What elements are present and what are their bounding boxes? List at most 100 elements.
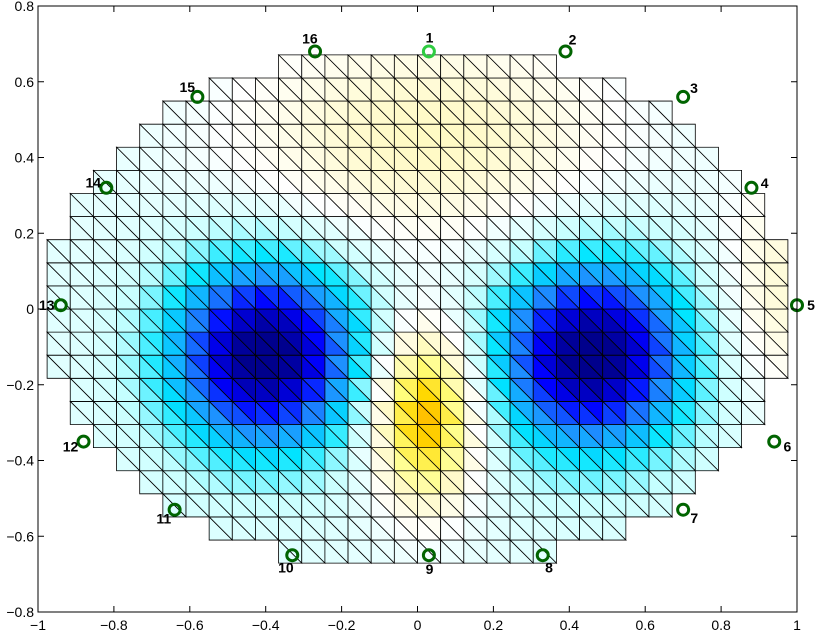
mesh-element (185, 192, 211, 217)
mesh-element (185, 100, 211, 125)
mesh-element (718, 192, 743, 217)
mesh-element (440, 123, 465, 148)
mesh-element (347, 423, 373, 449)
mesh-element (347, 515, 373, 541)
mesh-element (741, 261, 766, 287)
mesh-element (440, 192, 465, 217)
mesh-element (648, 331, 674, 356)
mesh-element (509, 423, 535, 449)
mesh-element (417, 377, 442, 402)
y-tick-label: −0.4 (6, 453, 34, 469)
electrode-marker (676, 502, 691, 517)
x-tick-label: 0.2 (484, 617, 504, 633)
mesh-element (301, 169, 326, 194)
mesh-element (116, 308, 141, 333)
electrode-label: 6 (783, 438, 791, 454)
mesh-element (486, 100, 512, 125)
mesh-element (393, 261, 419, 287)
mesh-element (185, 284, 211, 310)
mesh-element (324, 423, 350, 449)
x-tick-label: 0.4 (560, 617, 580, 633)
mesh-element (532, 331, 558, 356)
mesh-element (579, 423, 604, 449)
mesh-element (393, 377, 419, 402)
mesh-element (532, 308, 558, 333)
mesh-element (463, 261, 488, 287)
electrode-marker (167, 502, 182, 517)
mesh-element (69, 215, 95, 241)
mesh-element (347, 238, 373, 264)
mesh-element (486, 53, 512, 79)
electrode-marker (767, 434, 782, 449)
mesh-element (486, 169, 512, 194)
mesh-element (625, 284, 650, 310)
mesh-element (370, 169, 396, 194)
mesh-element (718, 261, 743, 287)
electrode-label: 16 (302, 30, 318, 46)
electrode-label: 14 (85, 175, 101, 191)
mesh-element (370, 308, 396, 333)
mesh-element (162, 100, 187, 125)
electrode-label: 13 (39, 297, 55, 313)
mesh-element (602, 261, 627, 287)
mesh-element (648, 146, 674, 171)
mesh-element (393, 515, 419, 541)
mesh-element (463, 492, 488, 518)
mesh-element (301, 284, 326, 310)
mesh-element (278, 215, 303, 241)
mesh-element (347, 308, 373, 333)
mesh-element (93, 354, 118, 379)
mesh-element (231, 423, 257, 449)
mesh-element (185, 446, 211, 472)
mesh-element (69, 238, 95, 264)
y-tick-label: −0.2 (6, 377, 34, 393)
mesh-element (764, 284, 789, 310)
electrode-label: 2 (569, 31, 577, 47)
x-tick-label: 0 (414, 617, 422, 633)
mesh-element (324, 377, 350, 402)
mesh-element (648, 192, 674, 217)
mesh-element (231, 100, 257, 125)
mesh-element (440, 146, 465, 171)
y-tick-label: 0 (26, 301, 34, 317)
mesh-element (463, 377, 488, 402)
mesh-element (625, 215, 650, 241)
mesh-element (139, 469, 164, 495)
mesh-element (301, 238, 326, 264)
mesh-element (93, 377, 118, 402)
mesh-element (347, 192, 373, 217)
mesh-element (93, 284, 118, 310)
x-tick-label: −1 (30, 617, 46, 633)
mesh-element (208, 238, 234, 264)
mesh-element (671, 215, 697, 241)
mesh-element (278, 146, 303, 171)
mesh-element (602, 423, 627, 449)
electrode-label: 10 (278, 560, 294, 576)
electrode-marker (190, 89, 205, 104)
mesh-element (694, 261, 720, 287)
mesh-element (116, 146, 141, 171)
mesh-element (532, 146, 558, 171)
mesh-element (370, 469, 396, 495)
mesh-element (671, 238, 697, 264)
mesh-element (162, 354, 187, 379)
mesh-element (324, 215, 350, 241)
mesh-element (741, 331, 766, 356)
mesh-element (440, 261, 465, 287)
mesh-element (301, 53, 326, 79)
mesh-element (509, 76, 535, 102)
electrode-label: 12 (63, 439, 79, 455)
mesh-element (69, 354, 95, 379)
mesh-element (463, 400, 488, 425)
mesh-element (764, 308, 789, 333)
mesh-element (347, 331, 373, 356)
mesh-element (93, 308, 118, 333)
mesh-element (671, 423, 697, 449)
electrode-label: 11 (156, 511, 171, 527)
mesh-element (417, 284, 442, 310)
mesh-element (579, 469, 604, 495)
y-tick-label: 0.6 (15, 74, 35, 90)
mesh-element (231, 308, 257, 333)
mesh-element (417, 469, 442, 495)
mesh-element (417, 53, 442, 79)
